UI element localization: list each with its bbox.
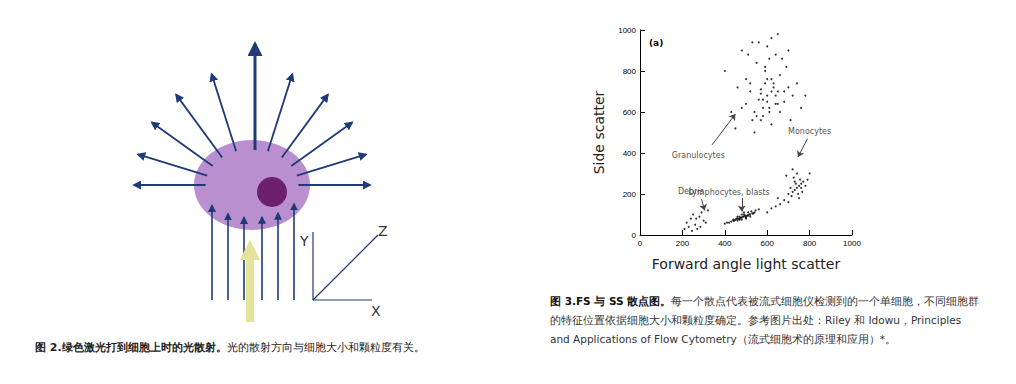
svg-text:Monocytes: Monocytes	[788, 127, 831, 136]
svg-text:Y: Y	[299, 233, 309, 249]
svg-text:800: 800	[623, 67, 637, 76]
svg-text:X: X	[371, 303, 381, 319]
svg-text:(a): (a)	[649, 38, 663, 48]
svg-text:1000: 1000	[618, 26, 636, 35]
svg-text:600: 600	[623, 108, 637, 117]
svg-text:800: 800	[803, 239, 817, 248]
svg-text:600: 600	[761, 239, 775, 248]
svg-text:Side scatter: Side scatter	[591, 90, 607, 174]
svg-text:200: 200	[623, 190, 637, 199]
svg-text:400: 400	[718, 239, 732, 248]
svg-text:Granulocytes: Granulocytes	[672, 151, 725, 160]
svg-text:Forward angle light scatter: Forward angle light scatter	[652, 256, 841, 272]
html-text:图 3.FS 与 SS 散点图。每一个散点代表被流式细胞仪检: 图 3.FS 与 SS 散点图。每一个散点代表被流式细胞仪检测到的一个单细胞，不…	[550, 295, 980, 345]
svg-text:Z: Z	[378, 223, 388, 239]
svg-text:0: 0	[638, 239, 643, 248]
svg-text:Debris: Debris	[678, 187, 704, 196]
svg-text:200: 200	[676, 239, 690, 248]
svg-text:400: 400	[623, 149, 637, 158]
svg-text:1000: 1000	[843, 239, 861, 248]
svg-text:0: 0	[632, 231, 637, 240]
svg-text:Lymphocytes, blasts: Lymphocytes, blasts	[688, 188, 770, 198]
html-text:图 2.绿色激光打到细胞上时的光散射。光的散射方向与细胞大小: 图 2.绿色激光打到细胞上时的光散射。光的散射方向与细胞大小和颗粒度有关。	[35, 341, 425, 354]
